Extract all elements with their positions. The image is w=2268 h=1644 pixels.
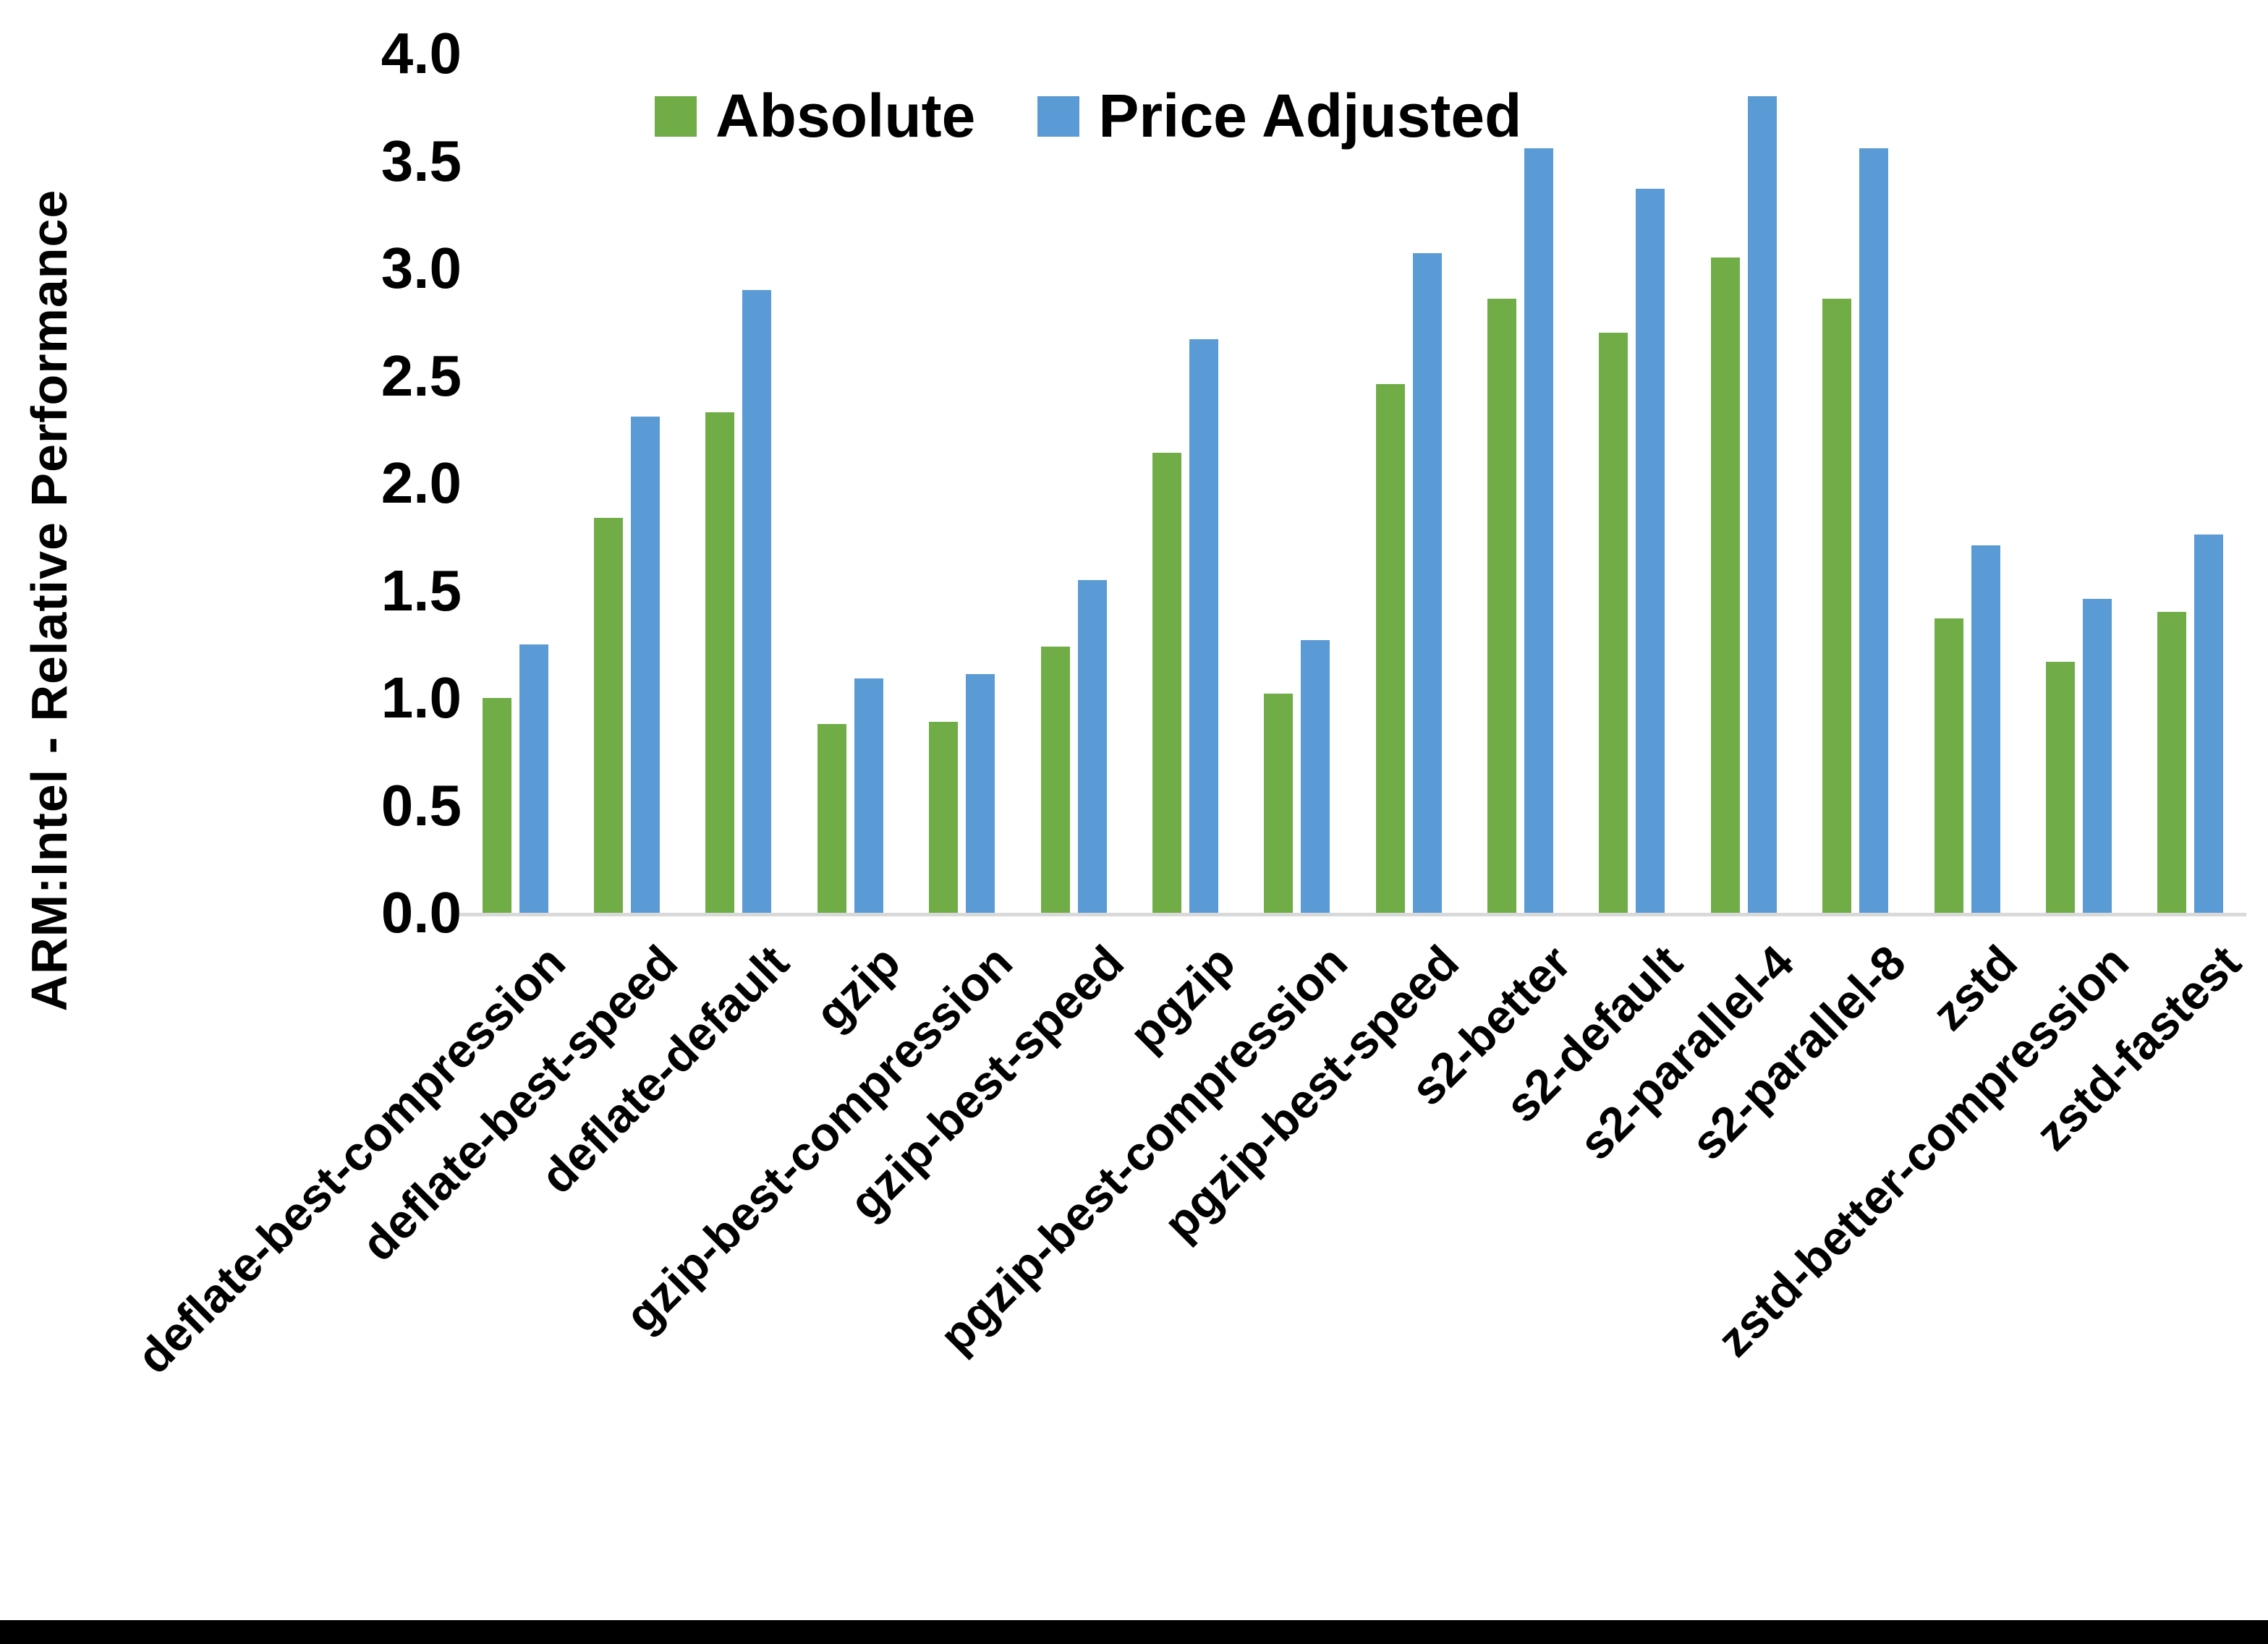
legend-swatch-absolute [655, 95, 697, 137]
bar-group-zstd [1911, 54, 2023, 913]
bar-absolute-s2-better [1487, 298, 1517, 913]
y-axis-tick-labels: 0.0 0.5 1.0 1.5 2.0 2.5 3.0 3.5 4.0 [0, 25, 462, 942]
bar-price-adjusted-s2-default [1636, 189, 1665, 913]
legend-item-absolute: Absolute [655, 81, 975, 151]
y-tick-label-1.0: 1.0 [381, 665, 462, 730]
bar-group-deflate-default [683, 54, 794, 913]
bar-absolute-deflate-best-compression [482, 698, 511, 913]
bar-absolute-s2-parallel-8 [1822, 298, 1852, 913]
bar-absolute-s2-parallel-4 [1710, 257, 1740, 913]
y-tick-label-0.5: 0.5 [381, 772, 462, 838]
bar-absolute-deflate-best-speed [594, 517, 624, 913]
bar-group-pgzip-best-speed [1353, 54, 1464, 913]
y-tick-label-0.0: 0.0 [381, 880, 462, 945]
bar-group-deflate-best-speed [571, 54, 682, 913]
y-tick-label-2.5: 2.5 [381, 343, 462, 408]
bar-group-pgzip-best-compression [1241, 54, 1353, 913]
bar-group-gzip-best-speed [1018, 54, 1129, 913]
bar-absolute-pgzip [1152, 453, 1181, 913]
bar-group-deflate-best-compression [459, 54, 571, 913]
bar-price-adjusted-deflate-best-speed [631, 416, 661, 913]
bottom-border-bar [0, 1620, 2268, 1644]
bar-price-adjusted-zstd-fastest [2194, 534, 2224, 913]
plot-area [459, 54, 2246, 916]
bar-price-adjusted-pgzip [1189, 339, 1218, 913]
bar-group-zstd-fastest [2135, 54, 2246, 913]
bar-absolute-pgzip-best-speed [1375, 384, 1405, 913]
bar-group-s2-better [1464, 54, 1576, 913]
bar-group-gzip [794, 54, 906, 913]
y-tick-label-4.0: 4.0 [381, 21, 462, 85]
bar-absolute-zstd-better-compression [2045, 661, 2075, 913]
bar-price-adjusted-gzip-best-compression [966, 674, 995, 913]
bar-price-adjusted-pgzip-best-speed [1412, 253, 1442, 913]
y-tick-label-1.5: 1.5 [381, 558, 462, 623]
bar-price-adjusted-deflate-default [742, 289, 772, 913]
bar-absolute-gzip [817, 723, 846, 913]
bar-price-adjusted-zstd [1971, 545, 2000, 913]
bar-absolute-zstd-fastest [2157, 612, 2187, 913]
bar-price-adjusted-pgzip-best-compression [1301, 639, 1330, 913]
bar-price-adjusted-gzip-best-speed [1077, 579, 1107, 913]
bar-absolute-gzip-best-compression [929, 721, 959, 913]
legend-swatch-price-adjusted [1037, 95, 1080, 137]
bar-price-adjusted-gzip [854, 678, 883, 913]
bar-price-adjusted-s2-better [1524, 148, 1554, 913]
bar-group-gzip-best-compression [906, 54, 1018, 913]
bar-price-adjusted-deflate-best-compression [519, 644, 548, 913]
bar-absolute-zstd [1934, 618, 1963, 913]
bar-price-adjusted-s2-parallel-4 [1747, 96, 1777, 913]
bar-price-adjusted-zstd-better-compression [2082, 599, 2112, 913]
legend-label: Price Adjusted [1098, 82, 1522, 150]
bar-absolute-s2-default [1599, 333, 1628, 913]
bar-absolute-pgzip-best-compression [1264, 694, 1294, 913]
bar-group-zstd-better-compression [2023, 54, 2134, 913]
legend: Absolute Price Adjusted [655, 81, 1521, 151]
legend-label: Absolute [715, 82, 976, 150]
y-tick-label-3.0: 3.0 [381, 236, 462, 300]
bar-group-s2-default [1576, 54, 1688, 913]
legend-item-price-adjusted: Price Adjusted [1037, 81, 1521, 151]
x-axis-category-labels: deflate-best-compression deflate-best-spe… [127, 934, 2251, 1622]
bar-group-s2-parallel-8 [1800, 54, 1911, 913]
bar-group-pgzip [1129, 54, 1241, 913]
y-tick-label-3.5: 3.5 [381, 128, 462, 193]
y-tick-label-2.0: 2.0 [381, 451, 462, 515]
bar-absolute-gzip-best-speed [1040, 646, 1070, 913]
bar-absolute-deflate-default [705, 412, 735, 913]
bar-group-s2-parallel-4 [1688, 54, 1799, 913]
bar-price-adjusted-s2-parallel-8 [1859, 148, 1889, 913]
